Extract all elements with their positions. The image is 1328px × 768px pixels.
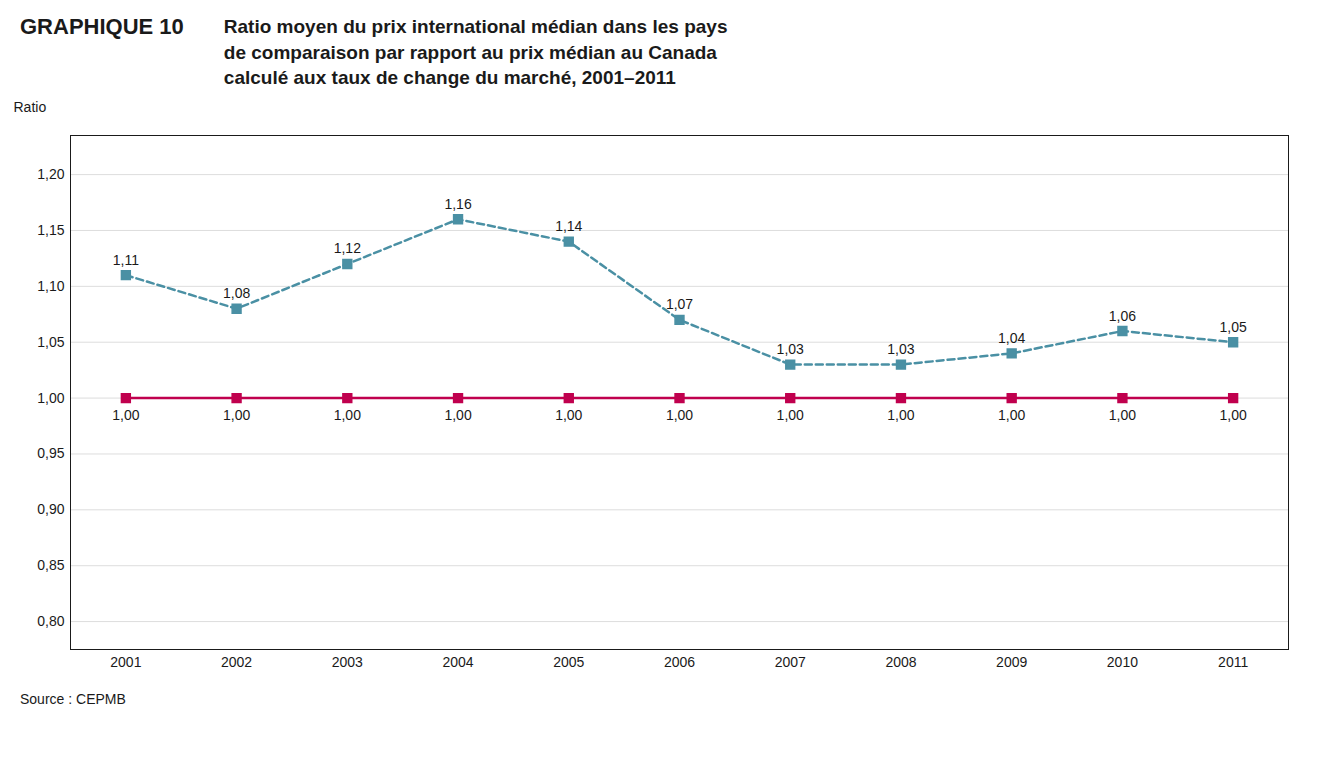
svg-text:2008: 2008 [885, 654, 916, 670]
svg-text:1,00: 1,00 [1109, 406, 1136, 422]
svg-text:Ratio: Ratio [14, 99, 47, 115]
svg-text:2007: 2007 [775, 654, 806, 670]
svg-text:1,00: 1,00 [887, 406, 914, 422]
svg-text:1,05: 1,05 [1220, 319, 1247, 335]
svg-text:0,85: 0,85 [37, 557, 64, 573]
svg-text:1,00: 1,00 [112, 406, 139, 422]
svg-text:1,00: 1,00 [334, 406, 361, 422]
svg-text:2009: 2009 [996, 654, 1027, 670]
svg-text:1,06: 1,06 [1109, 307, 1136, 323]
svg-text:1,12: 1,12 [334, 240, 361, 256]
html-text:Ratio moyen du prix internatio: Ratio moyen du prix international médian… [223, 16, 728, 89]
svg-text:2010: 2010 [1107, 654, 1138, 670]
svg-text:1,03: 1,03 [887, 341, 914, 357]
svg-text:1,20: 1,20 [37, 166, 64, 182]
svg-text:1,14: 1,14 [555, 218, 582, 234]
svg-text:1,00: 1,00 [1220, 406, 1247, 422]
svg-text:1,07: 1,07 [666, 296, 693, 312]
html-text:GRAPHIQUE 10: GRAPHIQUE 10 [20, 14, 184, 39]
svg-text:1,04: 1,04 [998, 330, 1025, 346]
svg-text:1,00: 1,00 [444, 406, 471, 422]
svg-text:2005: 2005 [553, 654, 584, 670]
svg-text:1,00: 1,00 [777, 406, 804, 422]
svg-text:1,11: 1,11 [113, 252, 139, 268]
svg-text:1,16: 1,16 [444, 196, 471, 212]
svg-text:1,08: 1,08 [223, 285, 250, 301]
svg-text:0,80: 0,80 [37, 613, 64, 629]
svg-text:0,95: 0,95 [37, 445, 64, 461]
svg-text:1,15: 1,15 [37, 222, 64, 238]
svg-text:2011: 2011 [1218, 654, 1248, 670]
svg-text:1,05: 1,05 [37, 334, 64, 350]
svg-text:1,03: 1,03 [777, 341, 804, 357]
svg-text:2002: 2002 [221, 654, 252, 670]
html-text:Source : CEPMB: Source : CEPMB [20, 690, 126, 707]
svg-text:1,00: 1,00 [666, 406, 693, 422]
svg-text:2004: 2004 [442, 654, 473, 670]
svg-text:0,90: 0,90 [37, 501, 64, 517]
svg-text:1,00: 1,00 [223, 406, 250, 422]
svg-text:2003: 2003 [332, 654, 363, 670]
svg-text:1,00: 1,00 [37, 389, 64, 405]
svg-text:1,00: 1,00 [555, 406, 582, 422]
svg-text:1,10: 1,10 [37, 278, 64, 294]
svg-text:2001: 2001 [110, 654, 141, 670]
svg-text:1,00: 1,00 [998, 406, 1025, 422]
svg-text:2006: 2006 [664, 654, 695, 670]
